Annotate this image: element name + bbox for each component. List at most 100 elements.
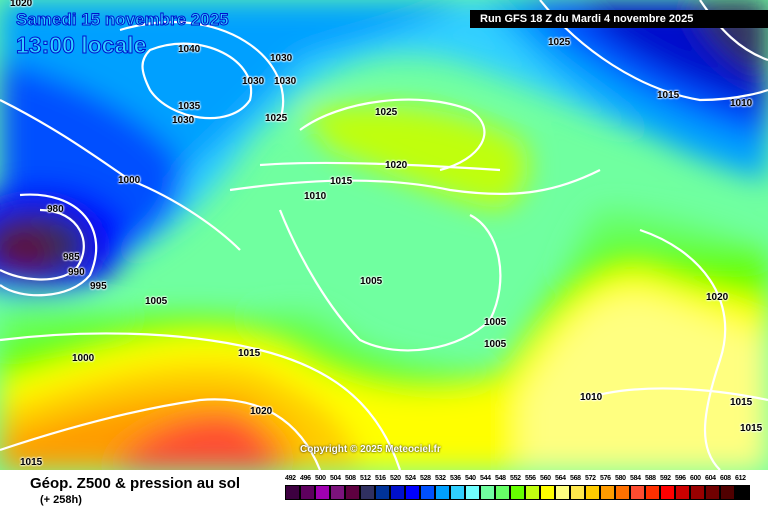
legend-entry: 540 (465, 473, 480, 500)
legend-label: 608 (720, 475, 731, 482)
legend-label: 532 (435, 475, 446, 482)
legend-label: 560 (540, 475, 551, 482)
footer: Géop. Z500 & pression au sol (+ 258h) 49… (0, 470, 768, 512)
geopotential-field (0, 0, 768, 470)
legend-swatch (495, 485, 510, 500)
legend-swatch (285, 485, 300, 500)
run-info: Run GFS 18 Z du Mardi 4 novembre 2025 (470, 10, 768, 28)
legend-swatch (390, 485, 405, 500)
pressure-label: 1025 (265, 113, 288, 124)
legend-swatch (435, 485, 450, 500)
legend-entry: 500 (315, 473, 330, 500)
legend-label: 512 (360, 475, 371, 482)
legend-entry: 548 (495, 473, 510, 500)
pressure-label: 1020 (385, 160, 408, 171)
legend-label: 588 (645, 475, 656, 482)
legend-entry: 536 (450, 473, 465, 500)
legend-entry: 496 (300, 473, 315, 500)
legend-label: 496 (300, 475, 311, 482)
pressure-label: 985 (63, 252, 80, 263)
pressure-label: 1025 (548, 37, 571, 48)
legend-label: 596 (675, 475, 686, 482)
legend-entry: 612 (735, 473, 750, 500)
legend-entry: 600 (690, 473, 705, 500)
pressure-label: 1020 (250, 406, 273, 417)
legend-swatch (420, 485, 435, 500)
pressure-label: 1015 (740, 423, 763, 434)
legend-entry: 492 (285, 473, 300, 500)
pressure-label: 1025 (375, 107, 398, 118)
legend-label: 580 (615, 475, 626, 482)
legend-entry: 572 (585, 473, 600, 500)
pressure-label: 1015 (330, 176, 353, 187)
pressure-label: 1020 (10, 0, 33, 9)
legend-label: 592 (660, 475, 671, 482)
legend-swatch (330, 485, 345, 500)
pressure-label: 995 (90, 281, 107, 292)
legend-label: 564 (555, 475, 566, 482)
pressure-label: 1000 (118, 175, 141, 186)
legend-label: 520 (390, 475, 401, 482)
legend-entry: 564 (555, 473, 570, 500)
legend-entry: 588 (645, 473, 660, 500)
legend-swatch (480, 485, 495, 500)
legend-entry: 596 (675, 473, 690, 500)
legend-entry: 576 (600, 473, 615, 500)
pressure-label: 1005 (360, 276, 383, 287)
pressure-label: 1030 (172, 115, 195, 126)
pressure-label: 1015 (238, 348, 261, 359)
legend-swatch (540, 485, 555, 500)
pressure-label: 1030 (270, 53, 293, 64)
pressure-label: 1005 (484, 339, 507, 350)
legend-entry: 512 (360, 473, 375, 500)
legend-label: 576 (600, 475, 611, 482)
legend-swatch (600, 485, 615, 500)
legend-swatch (720, 485, 735, 500)
pressure-label: 1005 (145, 296, 168, 307)
legend-entry: 532 (435, 473, 450, 500)
legend-swatch (450, 485, 465, 500)
legend-label: 568 (570, 475, 581, 482)
legend-swatch (345, 485, 360, 500)
legend-swatch (660, 485, 675, 500)
pressure-label: 1020 (706, 292, 729, 303)
legend-entry: 592 (660, 473, 675, 500)
legend-swatch (315, 485, 330, 500)
pressure-label: 1005 (484, 317, 507, 328)
legend-swatch (615, 485, 630, 500)
legend-swatch (375, 485, 390, 500)
legend-entry: 556 (525, 473, 540, 500)
legend-entry: 608 (720, 473, 735, 500)
legend-swatch (510, 485, 525, 500)
pressure-label: 1015 (657, 90, 680, 101)
legend-label: 604 (705, 475, 716, 482)
pressure-label: 1010 (730, 98, 753, 109)
legend-swatch (300, 485, 315, 500)
legend-entry: 604 (705, 473, 720, 500)
pressure-label: 1010 (304, 191, 327, 202)
legend-label: 540 (465, 475, 476, 482)
legend-label: 500 (315, 475, 326, 482)
color-scale-legend: 492 496 500 504 508 512 516 520 524 528 532 536 540 5… (285, 473, 750, 500)
legend-swatch (465, 485, 480, 500)
legend-label: 524 (405, 475, 416, 482)
legend-entry: 552 (510, 473, 525, 500)
legend-swatch (630, 485, 645, 500)
weather-map: 1020 1040 1030 1030 1030 1035 1030 1025 1025 1025… (0, 0, 768, 470)
legend-entry: 516 (375, 473, 390, 500)
pressure-label: 1000 (72, 353, 95, 364)
legend-entry: 544 (480, 473, 495, 500)
legend-label: 544 (480, 475, 491, 482)
legend-entry: 528 (420, 473, 435, 500)
map-title: Géop. Z500 & pression au sol (30, 475, 241, 492)
legend-swatch (705, 485, 720, 500)
legend-label: 612 (735, 475, 746, 482)
legend-swatch (735, 485, 750, 500)
pressure-label: 1035 (178, 101, 201, 112)
forecast-time: 13:00 locale (15, 32, 147, 59)
legend-swatch (555, 485, 570, 500)
pressure-label: 980 (47, 204, 64, 215)
pressure-label: 1030 (242, 76, 265, 87)
legend-entry: 568 (570, 473, 585, 500)
legend-entry: 508 (345, 473, 360, 500)
